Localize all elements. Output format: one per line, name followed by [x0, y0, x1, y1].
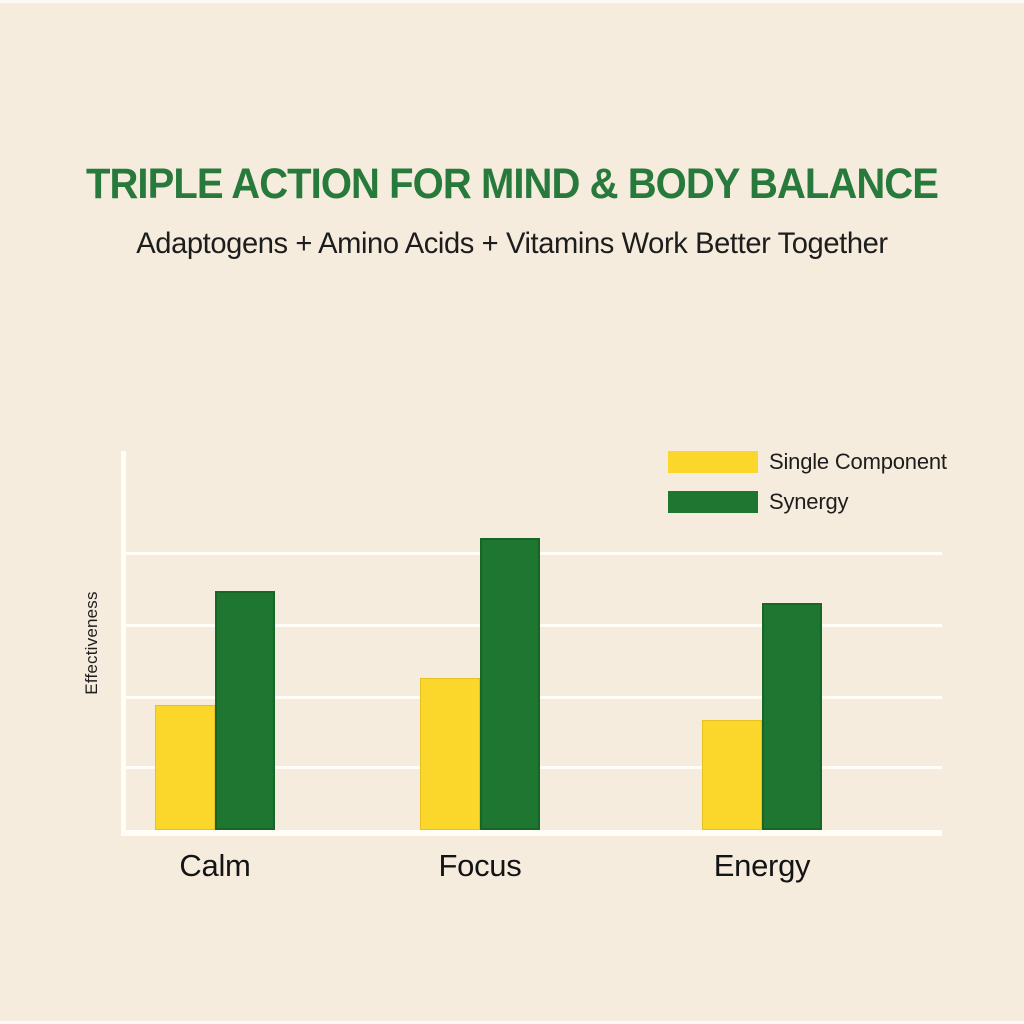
legend-item-synergy: Synergy: [668, 489, 849, 514]
legend-label-single-component: Single Component: [769, 449, 947, 474]
bar-energy-single-component: [702, 720, 762, 830]
bottom-edge-strip: [0, 1021, 1024, 1024]
bar-focus-synergy: [480, 538, 540, 830]
page-title: TRIPLE ACTION FOR MIND & BODY BALANCE: [85, 160, 939, 208]
y-axis-line: [121, 451, 126, 836]
top-edge-strip: [0, 0, 1024, 3]
bar-group-focus: Focus: [420, 0, 540, 1024]
category-label-energy: Energy: [713, 848, 811, 883]
page-subtitle: Adaptogens + Amino Acids + Vitamins Work…: [136, 227, 888, 260]
bar-energy-synergy: [762, 603, 822, 830]
legend-swatch-single-component: [668, 451, 758, 473]
y-axis-label: Effectiveness: [82, 591, 101, 695]
bar-calm-single-component: [155, 705, 215, 830]
legend-swatch-synergy: [668, 491, 758, 513]
bar-calm-synergy: [215, 591, 275, 830]
bar-focus-single-component: [420, 678, 480, 830]
category-label-focus: Focus: [438, 848, 522, 883]
legend-label-synergy: Synergy: [769, 489, 849, 514]
legend-item-single-component: Single Component: [668, 449, 947, 474]
category-label-calm: Calm: [179, 848, 251, 883]
bar-group-energy: Energy: [702, 0, 822, 1024]
x-axis-line: [121, 830, 942, 836]
bar-group-calm: Calm: [155, 0, 275, 1024]
